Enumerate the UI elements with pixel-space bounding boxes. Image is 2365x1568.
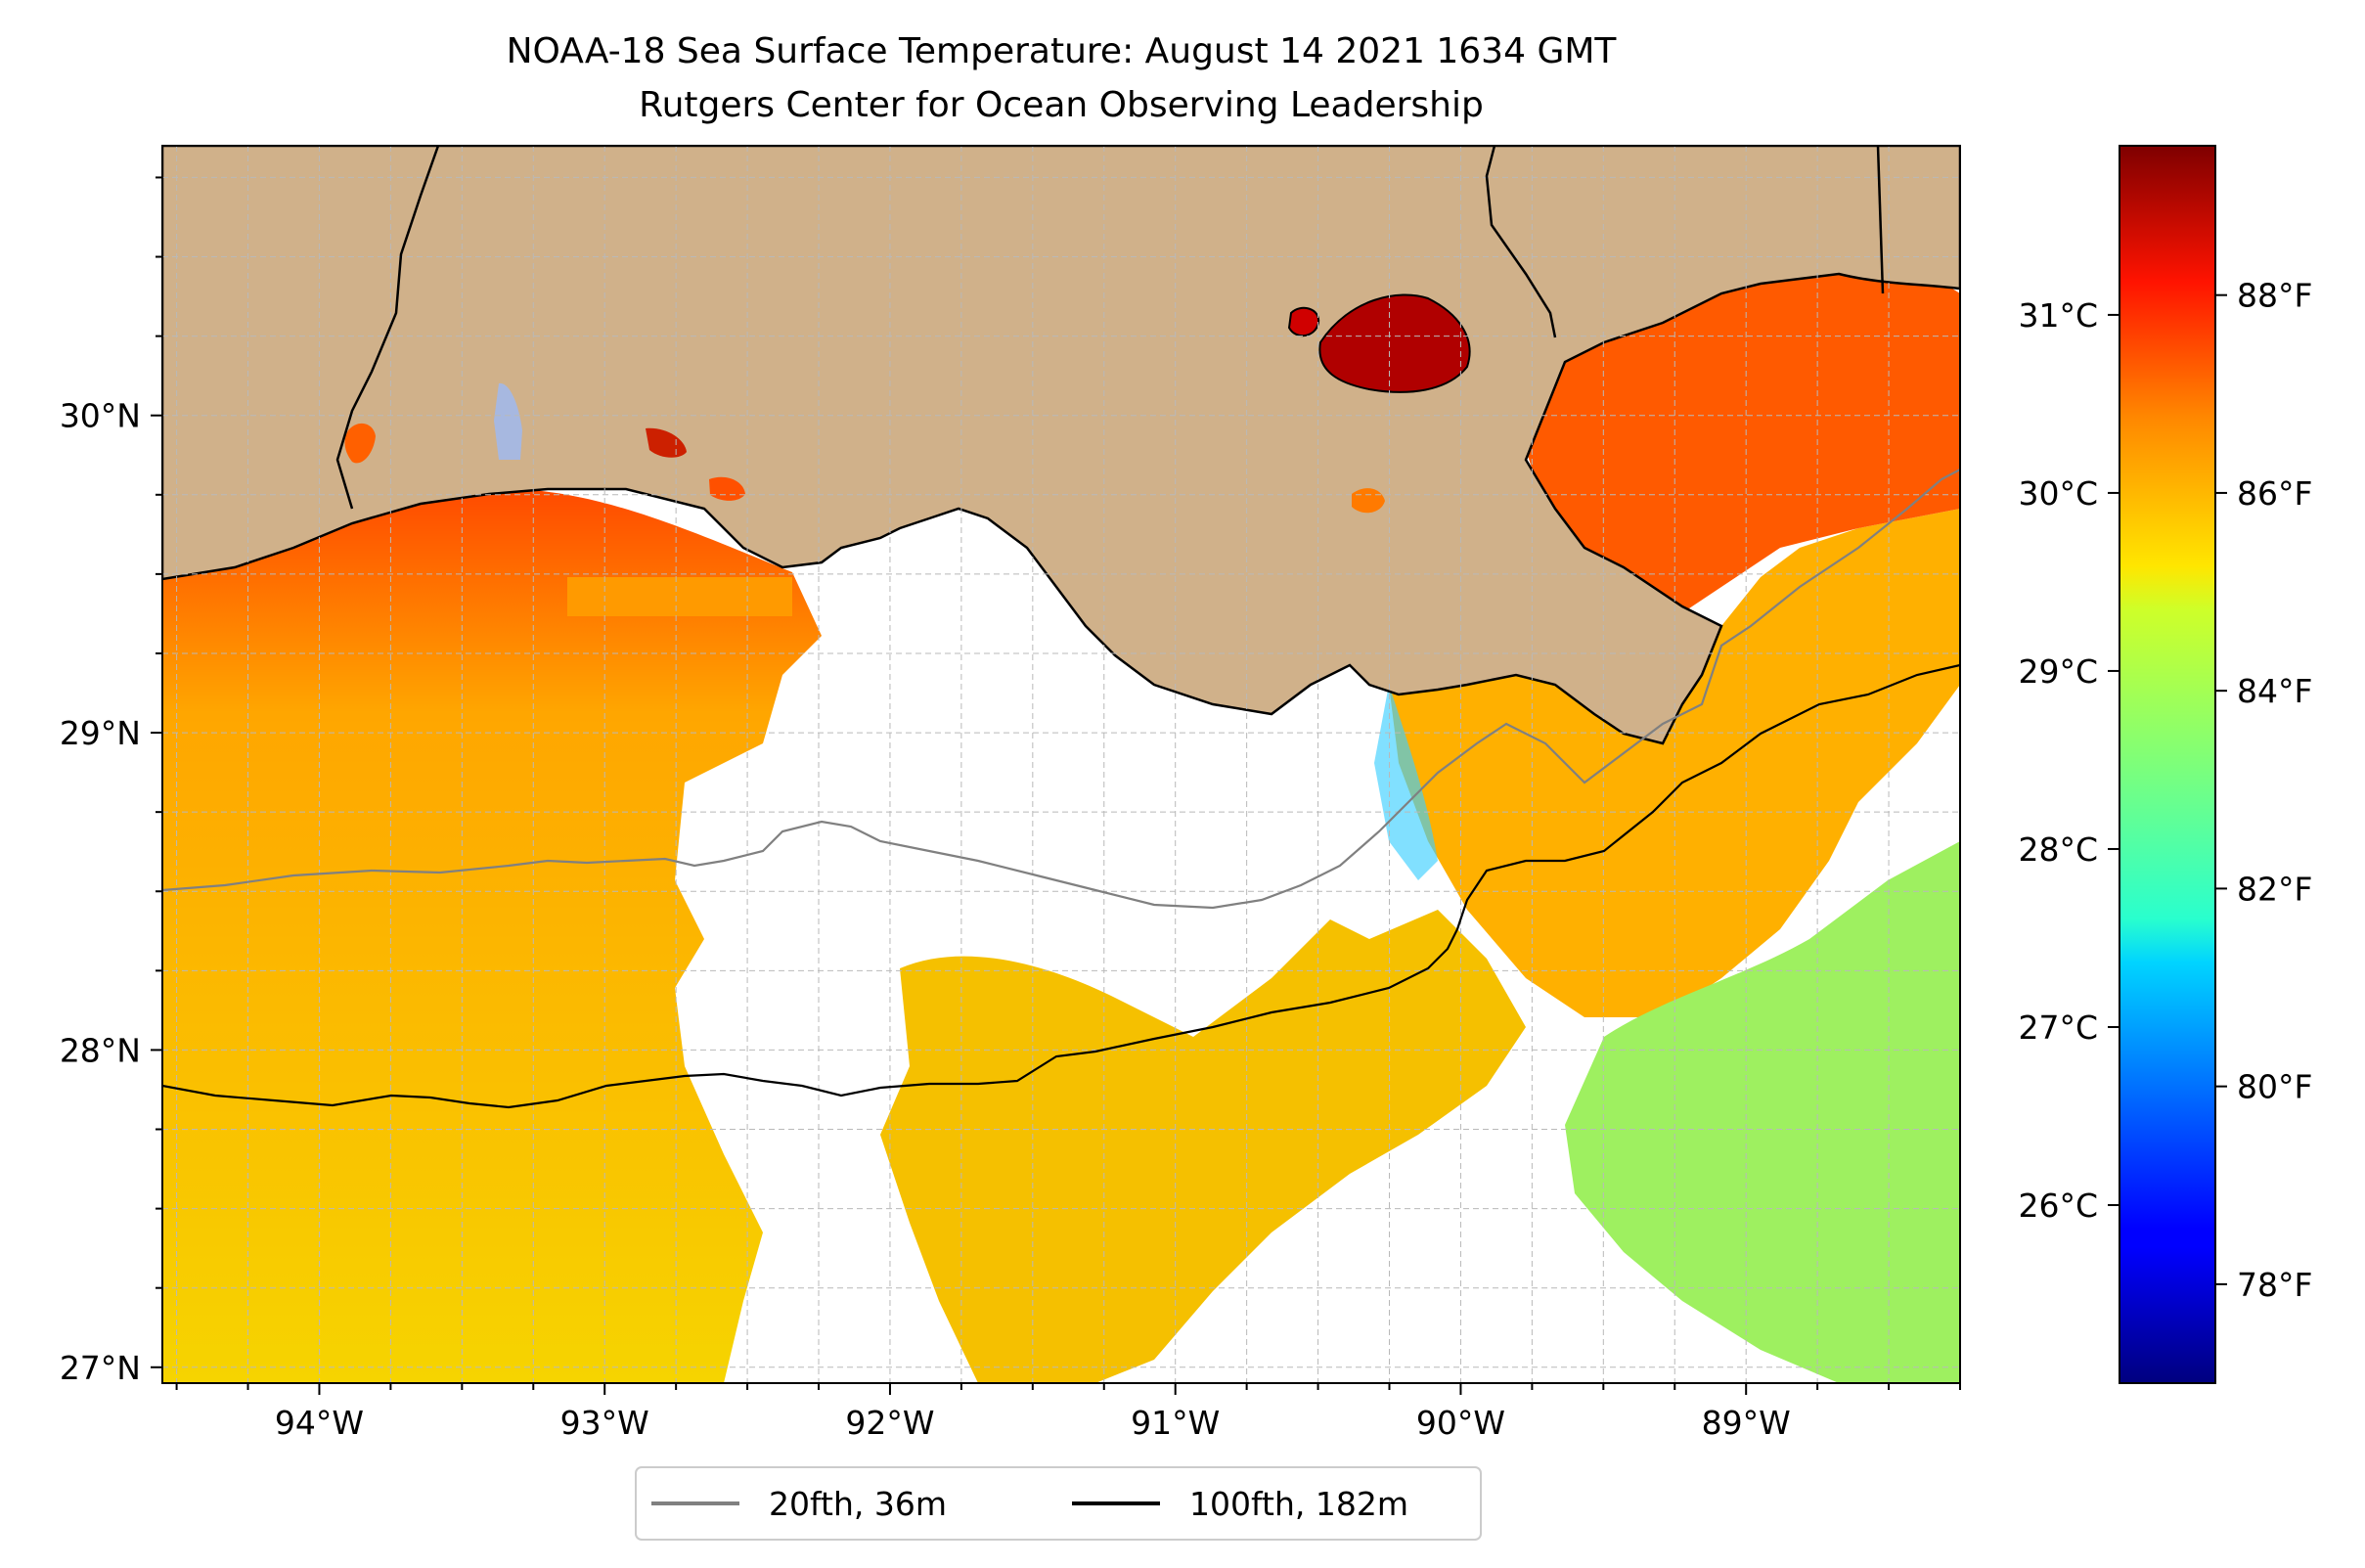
map-frame (161, 145, 1961, 1384)
lon-tick-label: 91°W (1131, 1404, 1220, 1442)
sst-coastal-strip (567, 577, 792, 616)
lon-tick-label: 93°W (560, 1404, 649, 1442)
lake-sabine (494, 382, 522, 460)
map-title-line2: Rutgers Center for Ocean Observing Leade… (639, 85, 1484, 125)
fahrenheit-tick-label: 86°F (2237, 474, 2312, 513)
sst-west-shelf (162, 489, 822, 1383)
state-boundary (1876, 146, 1885, 294)
lake-white (709, 476, 745, 501)
lon-tick-label: 89°W (1702, 1404, 1791, 1442)
lon-tick-label: 90°W (1416, 1404, 1505, 1442)
lake-pontchartrain (1318, 293, 1471, 393)
celsius-tick-label: 26°C (2018, 1187, 2098, 1225)
colorbar-fahrenheit-axis: 78°F 80°F 82°F 84°F 86°F 88°F (2215, 277, 2312, 1304)
sst-east-cool-band (1374, 685, 1438, 880)
river-boundary (1485, 146, 1557, 338)
fahrenheit-tick-label: 78°F (2237, 1266, 2312, 1304)
contour-100fth (162, 663, 1960, 1109)
land-mass (162, 146, 1960, 745)
lon-tick-label: 92°W (845, 1404, 934, 1442)
celsius-tick-label: 31°C (2018, 296, 2098, 335)
celsius-tick-label: 28°C (2018, 830, 2098, 869)
map-panel (162, 146, 1960, 1383)
celsius-tick-label: 27°C (2018, 1008, 2098, 1047)
lake-maurepas (1287, 306, 1320, 337)
parish-boundary (335, 146, 440, 510)
legend-box (635, 1466, 1482, 1541)
sst-central-south (880, 910, 1526, 1383)
celsius-tick-label: 30°C (2018, 474, 2098, 513)
celsius-tick-label: 29°C (2018, 652, 2098, 691)
legend-label-100fth: 100fth, 182m (1189, 1485, 1408, 1523)
legend-label-20fth: 20fth, 36m (769, 1485, 947, 1523)
fahrenheit-tick-label: 82°F (2237, 870, 2312, 908)
colorbar: 26°C 27°C 28°C 29°C 30°C 31°C 78°F 80°F 82°F 84°… (2018, 145, 2312, 1384)
lat-lon-gridlines (162, 146, 1960, 1383)
lon-tick-label: 94°W (275, 1404, 364, 1442)
sst-southeast (1565, 841, 1960, 1383)
colorbar-celsius-axis: 26°C 27°C 28°C 29°C 30°C 31°C (2018, 296, 2120, 1225)
contour-legend: 20fth, 36m 100fth, 182m (635, 1466, 1482, 1541)
lat-tick-label: 30°N (60, 397, 141, 435)
lat-tick-label: 28°N (60, 1031, 141, 1069)
fahrenheit-tick-label: 80°F (2237, 1068, 2312, 1106)
longitude-axis: 94°W 93°W 92°W 91°W 90°W 89°W (175, 1383, 1961, 1442)
contour-20fth (162, 469, 1960, 910)
lat-tick-label: 29°N (60, 714, 141, 752)
lat-tick-label: 27°N (60, 1349, 141, 1387)
map-title-line1: NOAA-18 Sea Surface Temperature: August … (507, 31, 1618, 71)
latitude-axis: 27°N 28°N 29°N 30°N (60, 176, 162, 1387)
fahrenheit-tick-label: 84°F (2237, 672, 2312, 710)
fahrenheit-tick-label: 88°F (2237, 277, 2312, 315)
colorbar-gradient (2119, 145, 2216, 1384)
sst-northeast-warm (1526, 274, 1960, 626)
lake-calcasieu (344, 423, 376, 464)
